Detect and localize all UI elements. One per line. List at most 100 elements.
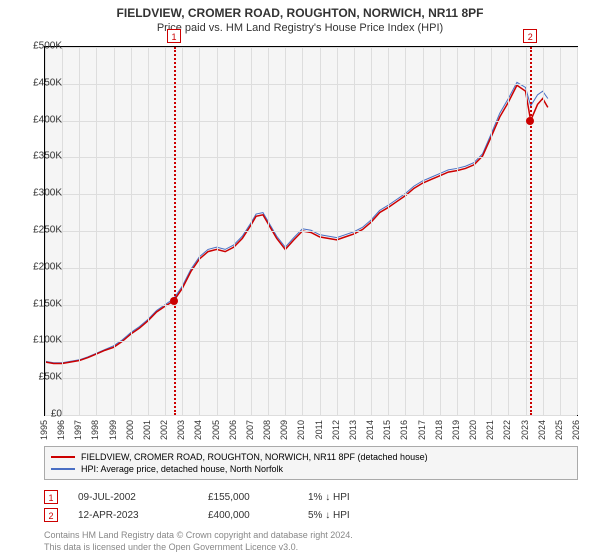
transaction-table: 1 09-JUL-2002 £155,000 1% ↓ HPI 2 12-APR-2023… [44,488,578,524]
gridline-v [560,47,561,415]
gridline-v [423,47,424,415]
x-axis-label: 2018 [434,420,444,440]
chart-subtitle: Price paid vs. HM Land Registry's House … [0,20,600,34]
x-axis-label: 2008 [262,420,272,440]
gridline-v [114,47,115,415]
gridline-h [45,415,577,416]
gridline-v [577,47,578,415]
gridline-v [491,47,492,415]
footnote: Contains HM Land Registry data © Crown c… [44,530,578,553]
gridline-h [45,121,577,122]
footnote-line-2: This data is licensed under the Open Gov… [44,542,298,552]
y-axis-label: £250K [18,225,62,236]
gridline-h [45,268,577,269]
tx-price: £400,000 [208,510,288,521]
tx-diff: 1% ↓ HPI [308,492,428,503]
gridline-h [45,341,577,342]
gridline-v [251,47,252,415]
tx-diff: 5% ↓ HPI [308,510,428,521]
tx-date: 12-APR-2023 [78,510,188,521]
legend-row-hpi: HPI: Average price, detached house, Nort… [51,463,571,475]
y-axis-label: £350K [18,151,62,162]
gridline-v [371,47,372,415]
y-axis-label: £0 [18,409,62,420]
transaction-row: 2 12-APR-2023 £400,000 5% ↓ HPI [44,506,578,524]
marker-box-2: 2 [523,29,537,43]
x-axis-label: 2016 [399,420,409,440]
x-axis-label: 2005 [211,420,221,440]
gridline-v [234,47,235,415]
x-axis-label: 2000 [125,420,135,440]
series-hpi [45,82,548,362]
x-axis-label: 2006 [228,420,238,440]
tx-price: £155,000 [208,492,288,503]
x-axis-label: 1995 [39,420,49,440]
gridline-v [320,47,321,415]
x-axis-label: 2025 [554,420,564,440]
gridline-v [302,47,303,415]
gridline-v [131,47,132,415]
legend-label: HPI: Average price, detached house, Nort… [81,464,283,474]
x-axis-label: 2010 [296,420,306,440]
legend-swatch [51,468,75,470]
gridline-h [45,194,577,195]
x-axis-label: 1998 [90,420,100,440]
plot-area: 12 [44,46,578,416]
x-axis-label: 2013 [348,420,358,440]
y-axis-label: £450K [18,77,62,88]
gridline-v [217,47,218,415]
legend-swatch [51,456,75,458]
marker-dot-2 [526,117,534,125]
gridline-v [62,47,63,415]
legend-label: FIELDVIEW, CROMER ROAD, ROUGHTON, NORWIC… [81,452,428,462]
x-axis-label: 2024 [537,420,547,440]
tx-marker-box: 1 [44,490,58,504]
x-axis-label: 2019 [451,420,461,440]
x-axis-label: 1996 [56,420,66,440]
gridline-h [45,84,577,85]
gridline-v [199,47,200,415]
gridline-v [165,47,166,415]
marker-box-1: 1 [167,29,181,43]
legend-box: FIELDVIEW, CROMER ROAD, ROUGHTON, NORWIC… [44,446,578,480]
y-axis-label: £50K [18,372,62,383]
x-axis-label: 2021 [485,420,495,440]
gridline-v [285,47,286,415]
gridline-h [45,305,577,306]
gridline-v [457,47,458,415]
gridline-v [79,47,80,415]
gridline-v [354,47,355,415]
x-axis-label: 2022 [502,420,512,440]
x-axis-label: 2012 [331,420,341,440]
x-axis-label: 2001 [142,420,152,440]
gridline-v [543,47,544,415]
x-axis-label: 1999 [108,420,118,440]
gridline-v [405,47,406,415]
x-axis-label: 1997 [73,420,83,440]
series-property [45,85,548,363]
x-axis-label: 2004 [193,420,203,440]
chart-container: FIELDVIEW, CROMER ROAD, ROUGHTON, NORWIC… [0,0,600,560]
gridline-v [337,47,338,415]
gridline-v [388,47,389,415]
x-axis-label: 2023 [520,420,530,440]
y-axis-label: £200K [18,261,62,272]
x-axis-label: 2007 [245,420,255,440]
gridline-h [45,231,577,232]
y-axis-label: £100K [18,335,62,346]
gridline-v [268,47,269,415]
y-axis-label: £150K [18,298,62,309]
x-axis-label: 2002 [159,420,169,440]
gridline-v [474,47,475,415]
transaction-row: 1 09-JUL-2002 £155,000 1% ↓ HPI [44,488,578,506]
x-axis-label: 2014 [365,420,375,440]
gridline-v [440,47,441,415]
tx-marker-box: 2 [44,508,58,522]
tx-date: 09-JUL-2002 [78,492,188,503]
y-axis-label: £500K [18,41,62,52]
gridline-v [508,47,509,415]
legend-row-property: FIELDVIEW, CROMER ROAD, ROUGHTON, NORWIC… [51,451,571,463]
x-axis-label: 2026 [571,420,581,440]
x-axis-label: 2003 [176,420,186,440]
x-axis-label: 2011 [314,420,324,439]
